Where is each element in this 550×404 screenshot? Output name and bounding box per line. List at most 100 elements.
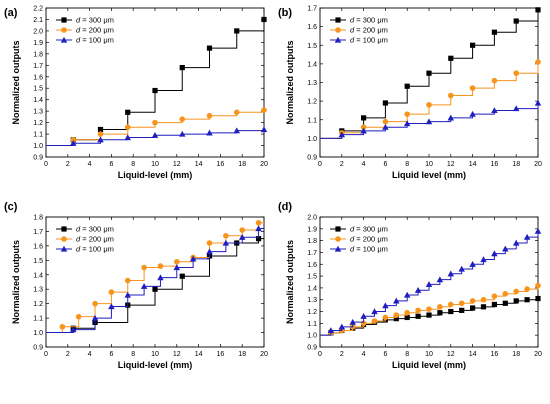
panel-label: (c) bbox=[4, 201, 18, 213]
data-point bbox=[59, 323, 66, 330]
x-tick-label: 14 bbox=[195, 351, 203, 358]
x-tick-label: 18 bbox=[512, 351, 520, 358]
legend-marker bbox=[334, 245, 342, 252]
y-tick-label: 1.9 bbox=[307, 226, 317, 233]
y-tick-label: 1.1 bbox=[33, 316, 43, 323]
x-tick-label: 6 bbox=[109, 161, 113, 168]
data-point bbox=[502, 245, 509, 252]
data-point bbox=[448, 55, 454, 61]
data-point bbox=[255, 225, 262, 232]
y-tick-label: 1.0 bbox=[307, 136, 317, 143]
data-point bbox=[206, 45, 213, 51]
data-point bbox=[404, 309, 411, 316]
y-tick-label: 1.6 bbox=[33, 74, 43, 81]
data-point bbox=[157, 263, 164, 269]
data-point bbox=[534, 227, 542, 234]
data-point bbox=[480, 256, 487, 263]
data-point bbox=[458, 300, 465, 307]
panel-label: (a) bbox=[4, 7, 18, 19]
data-point bbox=[223, 232, 229, 239]
legend-marker bbox=[335, 27, 341, 33]
legend-entry: d = 200 μm bbox=[76, 26, 114, 35]
x-tick-label: 14 bbox=[469, 351, 477, 358]
legend-marker bbox=[61, 236, 67, 242]
data-point bbox=[513, 18, 519, 24]
x-tick-label: 10 bbox=[151, 351, 159, 358]
legend-marker bbox=[334, 36, 342, 43]
y-tick-label: 1.2 bbox=[33, 301, 43, 308]
data-point bbox=[91, 314, 99, 321]
x-tick-label: 20 bbox=[534, 161, 542, 168]
data-point bbox=[239, 227, 245, 233]
y-tick-label: 1.1 bbox=[307, 117, 317, 124]
data-point bbox=[535, 282, 541, 289]
y-tick-label: 1.8 bbox=[307, 238, 317, 245]
data-point bbox=[534, 99, 542, 106]
legend-marker bbox=[335, 17, 341, 23]
data-point bbox=[238, 233, 246, 240]
data-point bbox=[513, 288, 519, 295]
x-tick-label: 12 bbox=[447, 351, 455, 358]
data-point bbox=[404, 111, 411, 117]
data-point bbox=[382, 123, 389, 130]
data-point bbox=[233, 109, 240, 116]
legend-entry: d = 200 μm bbox=[350, 235, 388, 244]
data-point bbox=[206, 129, 213, 136]
data-point bbox=[414, 287, 422, 293]
data-point bbox=[206, 112, 213, 119]
x-tick-label: 0 bbox=[44, 351, 48, 358]
legend-marker bbox=[60, 36, 68, 43]
data-point bbox=[491, 250, 498, 257]
data-point bbox=[233, 127, 240, 134]
legend-marker bbox=[61, 226, 67, 232]
x-tick-label: 6 bbox=[383, 351, 387, 358]
data-point bbox=[448, 92, 454, 99]
data-point bbox=[470, 305, 476, 311]
x-tick-label: 20 bbox=[534, 351, 542, 358]
data-point bbox=[491, 107, 498, 114]
x-tick-label: 10 bbox=[151, 161, 159, 168]
x-tick-label: 2 bbox=[66, 161, 70, 168]
y-tick-label: 1.6 bbox=[33, 243, 43, 250]
data-point bbox=[152, 87, 158, 94]
x-tick-label: 4 bbox=[362, 351, 366, 358]
data-point bbox=[535, 7, 541, 13]
data-point bbox=[393, 297, 400, 304]
legend-entry: d = 100 μm bbox=[350, 245, 388, 254]
y-tick-label: 1.8 bbox=[33, 215, 43, 222]
data-point bbox=[124, 124, 131, 130]
x-tick-label: 2 bbox=[340, 351, 344, 358]
x-tick-label: 4 bbox=[362, 161, 366, 168]
x-tick-label: 20 bbox=[260, 161, 268, 168]
y-tick-label: 1.0 bbox=[33, 330, 43, 337]
x-tick-label: 2 bbox=[340, 161, 344, 168]
data-point bbox=[179, 273, 185, 279]
y-axis-label: Normalized outputs bbox=[11, 240, 21, 324]
data-point bbox=[125, 109, 131, 115]
data-point bbox=[470, 42, 476, 48]
legend-entry: d = 100 μm bbox=[76, 245, 114, 254]
y-tick-label: 2.0 bbox=[33, 28, 43, 35]
x-tick-label: 10 bbox=[425, 161, 433, 168]
legend-entry: d = 300 μm bbox=[76, 225, 114, 234]
data-point bbox=[152, 119, 158, 126]
legend-marker bbox=[61, 17, 67, 23]
data-point bbox=[535, 59, 541, 65]
y-tick-label: 1.3 bbox=[307, 80, 317, 87]
x-tick-label: 18 bbox=[238, 161, 246, 168]
panel-label: (d) bbox=[278, 201, 292, 213]
data-point bbox=[512, 105, 520, 112]
data-point bbox=[524, 286, 530, 292]
data-point bbox=[382, 302, 389, 309]
data-point bbox=[459, 307, 465, 313]
y-tick-label: 1.7 bbox=[307, 6, 317, 13]
data-point bbox=[382, 118, 389, 125]
x-tick-label: 16 bbox=[491, 351, 499, 358]
data-point bbox=[261, 107, 267, 113]
legend-marker bbox=[335, 226, 341, 232]
data-point bbox=[234, 28, 240, 34]
data-point bbox=[360, 124, 367, 130]
y-tick-label: 1.4 bbox=[33, 272, 43, 279]
x-axis-label: Liquid-level (mm) bbox=[118, 360, 193, 370]
x-tick-label: 12 bbox=[173, 351, 181, 358]
